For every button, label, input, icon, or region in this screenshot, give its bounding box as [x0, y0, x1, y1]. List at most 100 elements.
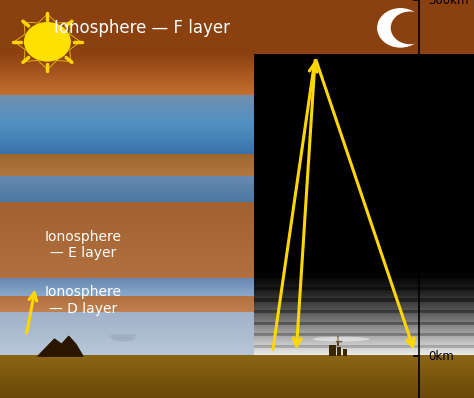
Bar	[0, 357, 474, 361]
Bar	[254, 42, 474, 49]
Bar	[0, 357, 254, 358]
Bar	[0, 68, 254, 69]
Bar	[0, 372, 474, 375]
Bar	[0, 88, 254, 89]
Bar	[0, 9, 254, 11]
Bar	[254, 294, 474, 296]
Bar	[0, 109, 254, 110]
Bar	[0, 286, 254, 287]
Bar	[254, 31, 474, 37]
Bar	[0, 278, 254, 279]
Bar	[0, 238, 254, 240]
Bar	[0, 181, 254, 182]
Bar	[0, 303, 254, 304]
Bar	[0, 279, 254, 280]
Bar	[0, 254, 254, 256]
Bar	[0, 326, 254, 327]
Bar	[0, 129, 254, 130]
Bar	[0, 167, 254, 168]
Bar	[0, 168, 254, 169]
Bar	[0, 56, 254, 57]
Bar	[0, 305, 254, 306]
Bar	[254, 351, 474, 353]
Bar	[0, 291, 254, 292]
Bar	[0, 164, 254, 166]
Bar	[0, 360, 474, 363]
Bar	[0, 296, 254, 297]
Bar	[254, 330, 474, 332]
Bar	[0, 131, 254, 132]
Bar	[0, 127, 254, 128]
Bar	[0, 334, 254, 336]
Bar	[0, 63, 254, 65]
Bar	[0, 317, 254, 318]
Bar	[0, 377, 254, 378]
Bar	[0, 291, 254, 293]
Bar	[0, 387, 254, 388]
Bar	[0, 123, 254, 124]
Bar	[0, 366, 254, 367]
Bar	[254, 324, 474, 326]
Bar	[0, 106, 254, 107]
Bar	[0, 326, 254, 328]
Bar	[0, 155, 254, 156]
Bar	[0, 127, 254, 128]
Bar	[0, 294, 254, 295]
Bar	[0, 291, 254, 292]
Bar	[0, 95, 254, 96]
Bar	[0, 345, 254, 347]
Bar	[0, 282, 254, 283]
Bar	[254, 298, 474, 300]
Bar	[0, 168, 254, 170]
Bar	[0, 283, 254, 284]
Bar	[0, 193, 254, 195]
Bar	[0, 31, 254, 32]
Bar	[0, 311, 254, 312]
Bar	[0, 154, 254, 155]
Bar	[254, 271, 474, 273]
Bar	[0, 103, 254, 104]
Bar	[0, 105, 254, 106]
Bar	[0, 198, 254, 199]
Bar	[0, 380, 254, 381]
Bar	[0, 70, 254, 72]
Bar	[0, 74, 254, 75]
Bar	[0, 190, 254, 191]
Bar	[0, 304, 254, 306]
Bar	[0, 38, 254, 39]
Bar	[0, 156, 254, 157]
Bar	[0, 150, 254, 152]
Bar	[0, 174, 254, 175]
Bar	[0, 4, 254, 5]
Bar	[0, 246, 254, 248]
Bar	[0, 20, 254, 21]
Bar	[0, 209, 254, 211]
Bar	[0, 329, 254, 331]
Bar	[0, 97, 254, 98]
Bar	[0, 346, 254, 347]
Bar	[0, 295, 254, 296]
Bar	[0, 185, 254, 186]
Bar	[254, 337, 474, 339]
Bar	[0, 128, 254, 129]
Bar	[0, 1, 254, 3]
Bar	[0, 175, 254, 176]
Bar	[0, 232, 254, 234]
Bar	[254, 296, 474, 298]
Bar	[254, 336, 474, 338]
Bar	[0, 227, 254, 229]
Bar	[0, 182, 254, 183]
Bar	[0, 86, 254, 88]
Bar	[0, 253, 254, 255]
Bar	[0, 74, 254, 76]
Bar	[0, 395, 474, 398]
Bar	[0, 122, 254, 123]
Bar	[0, 278, 254, 279]
Bar	[254, 287, 474, 288]
Bar	[0, 138, 254, 139]
Bar	[0, 250, 254, 252]
Bar	[0, 117, 254, 118]
Bar	[0, 186, 254, 187]
Bar	[0, 325, 254, 326]
Bar	[0, 100, 254, 101]
